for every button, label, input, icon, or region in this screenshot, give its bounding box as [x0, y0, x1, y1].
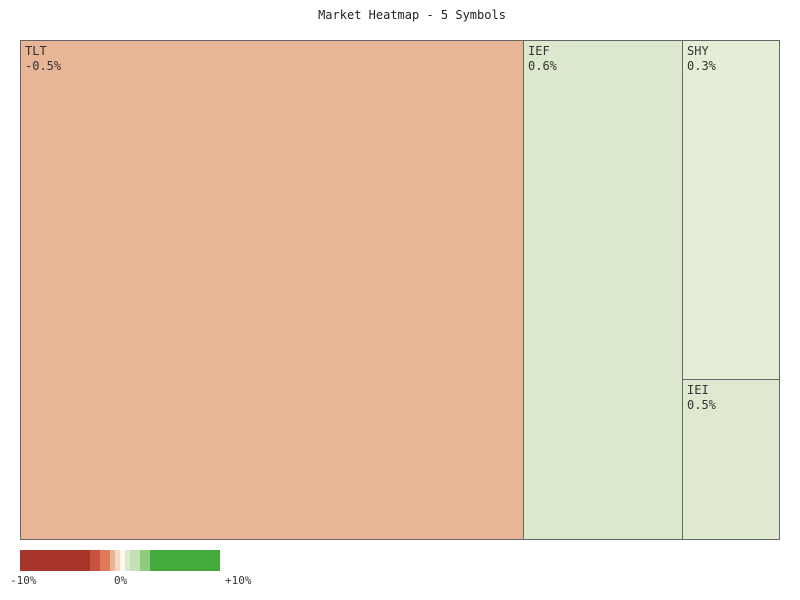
treemap-tile-iei: IEI 0.5% [682, 379, 780, 540]
legend-color-segment [130, 550, 140, 571]
tile-symbol-label: SHY [687, 44, 709, 58]
treemap-tile-shy: SHY 0.3% [682, 40, 780, 380]
tile-change-label: 0.6% [528, 59, 557, 73]
tile-symbol-label: IEI [687, 383, 709, 397]
legend-color-segment [140, 550, 150, 571]
legend-color-segment [90, 550, 100, 571]
treemap: TLT -0.5% IEF 0.6% SHY 0.3% IEI 0.5% [20, 40, 780, 540]
tile-change-label: -0.5% [25, 59, 62, 73]
legend-color-segment [125, 550, 130, 571]
legend-mid-label: 0% [114, 574, 128, 587]
tile-symbol-label: IEF [528, 44, 550, 58]
chart-title: Market Heatmap - 5 Symbols [318, 8, 506, 22]
legend-color-segment [110, 550, 115, 571]
tile-change-label: 0.5% [687, 398, 716, 412]
legend-min-label: -10% [10, 574, 37, 587]
treemap-tile-tlt: TLT -0.5% [20, 40, 524, 540]
legend-max-label: +10% [225, 574, 252, 587]
legend-color-segment [115, 550, 120, 571]
legend-color-segment [150, 550, 220, 571]
tile-symbol-label: TLT [25, 44, 47, 58]
legend-color-segment [20, 550, 90, 571]
legend-color-segment [100, 550, 110, 571]
color-scale-legend [20, 550, 220, 571]
legend-color-segment [120, 550, 125, 571]
treemap-tile-ief: IEF 0.6% [523, 40, 683, 540]
tile-change-label: 0.3% [687, 59, 716, 73]
